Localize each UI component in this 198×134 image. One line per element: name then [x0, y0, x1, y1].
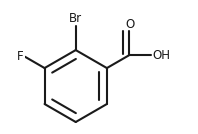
- Text: F: F: [17, 50, 24, 63]
- Text: OH: OH: [152, 49, 170, 62]
- Text: Br: Br: [69, 12, 82, 25]
- Text: O: O: [126, 18, 135, 31]
